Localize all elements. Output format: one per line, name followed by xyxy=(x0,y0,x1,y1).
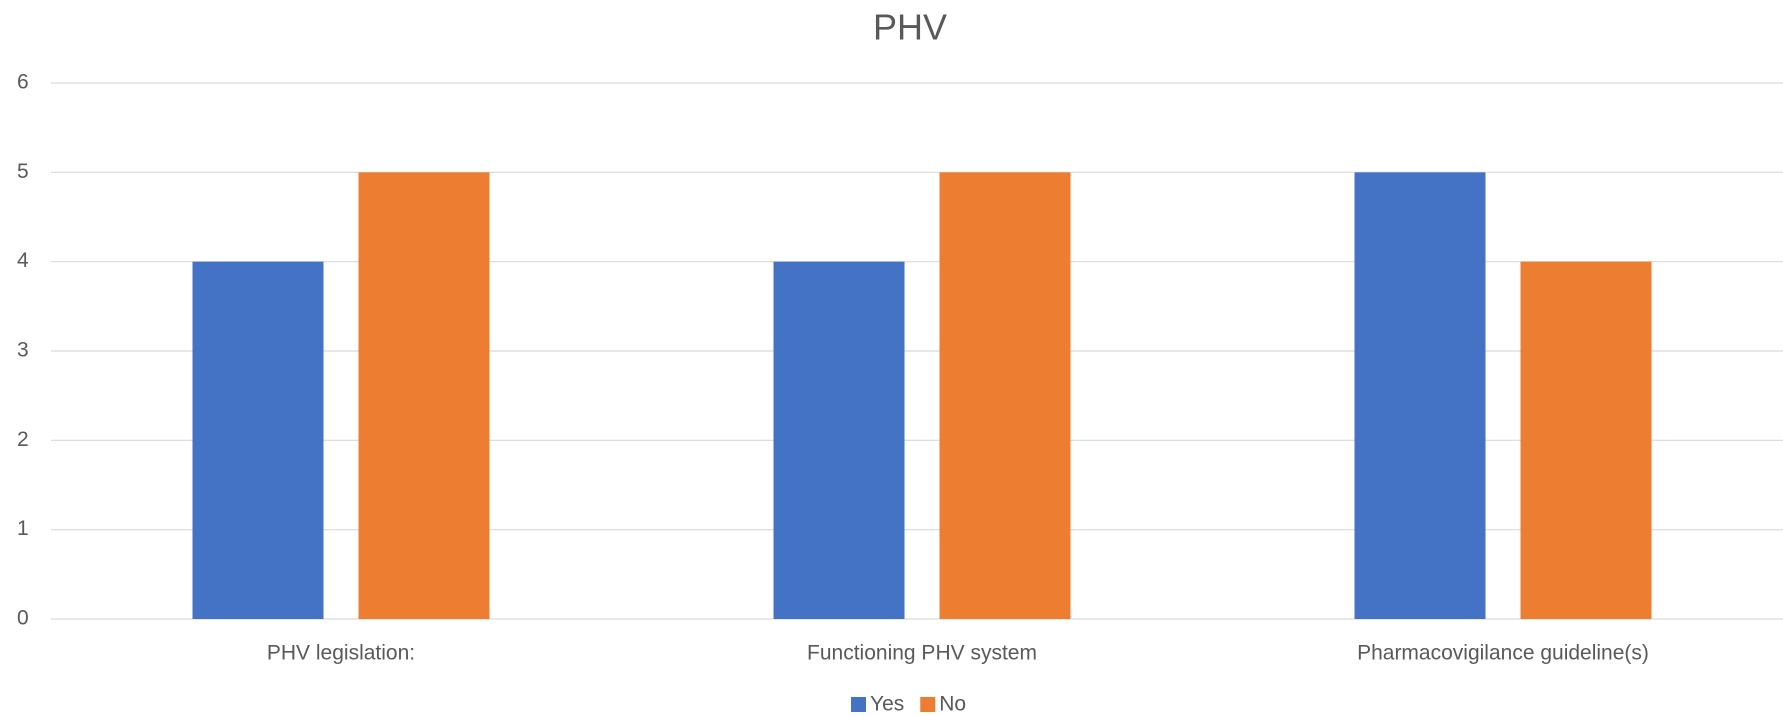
bar xyxy=(940,172,1071,619)
y-tick-label: 6 xyxy=(17,71,29,94)
legend-label: No xyxy=(939,693,966,716)
chart: PHV 0 1 2 3 4 5 6 PHV legislation: Functioning P… xyxy=(0,0,1783,716)
bar xyxy=(774,262,905,619)
bar xyxy=(359,172,490,619)
legend-swatch xyxy=(851,697,866,712)
y-tick-label: 5 xyxy=(17,160,29,183)
legend-swatch xyxy=(920,697,935,712)
x-tick-label: Functioning PHV system xyxy=(807,642,1037,665)
y-tick-label: 1 xyxy=(17,517,29,540)
x-tick-label: PHV legislation: xyxy=(267,642,415,665)
y-tick-label: 2 xyxy=(17,428,29,451)
bar xyxy=(193,262,324,619)
legend-label: Yes xyxy=(870,693,904,716)
chart-title: PHV xyxy=(873,7,947,48)
bar xyxy=(1355,172,1486,619)
y-tick-label: 4 xyxy=(17,249,29,272)
y-tick-label: 3 xyxy=(17,339,29,362)
bar xyxy=(1521,262,1652,619)
y-tick-label: 0 xyxy=(17,607,29,630)
x-tick-label: Pharmacovigilance guideline(s) xyxy=(1357,642,1649,665)
